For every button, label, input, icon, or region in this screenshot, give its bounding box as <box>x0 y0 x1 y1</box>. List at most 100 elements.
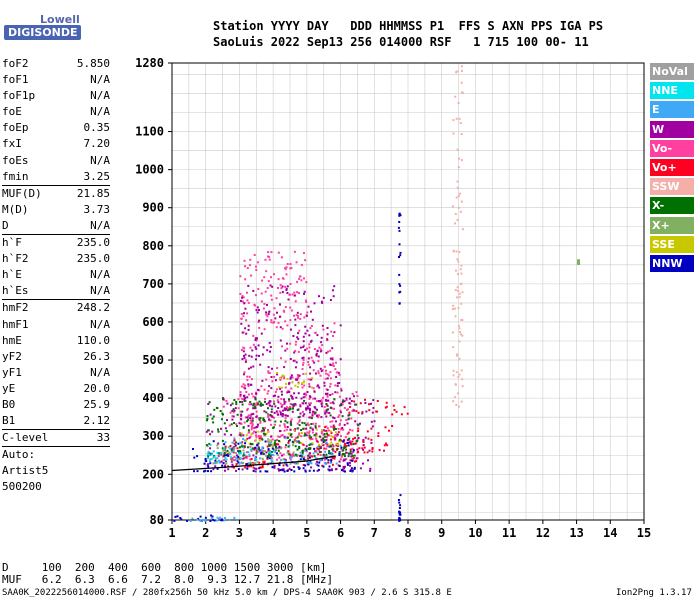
param-label: foE <box>2 105 22 119</box>
echo-point <box>329 385 331 388</box>
echo-point <box>334 434 337 436</box>
echo-point <box>315 372 317 375</box>
echo-point <box>214 457 217 460</box>
echo-point <box>252 334 255 337</box>
echo-point <box>296 385 299 388</box>
echo-point <box>454 212 457 215</box>
echo-point <box>258 439 261 442</box>
echo-point <box>319 454 322 456</box>
echo-point <box>329 357 332 360</box>
parameter-table: foF2 5.850 foF1 N/A foF1p N/A foE N/A foEp 0.35 fx… <box>2 56 110 496</box>
echo-point <box>278 469 280 472</box>
echo-point <box>338 454 341 456</box>
param-row: yF2 26.3 <box>2 349 110 365</box>
echo-point <box>310 417 313 420</box>
echo-point <box>265 378 268 381</box>
echo-point <box>251 426 253 429</box>
echo-point <box>329 394 332 396</box>
echo-point <box>457 405 460 408</box>
param-label: Auto: <box>2 448 36 462</box>
echo-point <box>296 462 299 465</box>
y-tick-label: 80 <box>150 513 164 527</box>
echo-point <box>250 274 253 277</box>
echo-point <box>293 454 296 457</box>
echo-point <box>309 396 312 399</box>
header-line-2: SaoLuis 2022 Sep13 256 014000 RSF 1 715 … <box>213 35 589 49</box>
echo-point <box>320 399 323 402</box>
echo-point <box>266 445 269 448</box>
echo-point <box>385 442 387 445</box>
x-tick-label: 15 <box>637 526 651 540</box>
echo-point <box>347 455 350 458</box>
echo-point <box>249 401 252 403</box>
echo-point <box>289 403 292 405</box>
x-tick-label: 12 <box>536 526 550 540</box>
echo-point <box>242 434 245 437</box>
echo-point <box>258 467 261 470</box>
echo-point <box>290 436 293 438</box>
echo-point <box>228 451 231 454</box>
echo-point <box>328 445 331 448</box>
param-label: h`F <box>2 236 22 250</box>
echo-point <box>297 375 300 378</box>
echo-point <box>320 439 323 442</box>
echo-point <box>267 255 269 258</box>
echo-point <box>349 428 351 431</box>
echo-point <box>281 413 284 415</box>
echo-point <box>377 432 380 435</box>
echo-point <box>222 462 225 465</box>
echo-point <box>304 395 307 398</box>
echo-point <box>324 399 327 401</box>
echo-point <box>339 419 342 422</box>
echo-point <box>331 453 334 456</box>
x-tick-label: 3 <box>236 526 243 540</box>
echo-point <box>247 451 250 454</box>
echo-point <box>239 441 242 444</box>
echo-point <box>228 424 231 427</box>
echo-point <box>314 411 317 414</box>
echo-point <box>347 431 350 434</box>
echo-point <box>310 386 313 389</box>
echo-point <box>298 419 301 422</box>
echo-point <box>385 401 388 404</box>
echo-point <box>277 287 279 289</box>
echo-point <box>321 301 324 304</box>
echo-point <box>350 452 353 455</box>
echo-point <box>273 375 276 378</box>
echo-point <box>266 456 269 459</box>
echo-point <box>328 443 331 446</box>
echo-point <box>454 222 456 225</box>
echo-point <box>241 296 244 299</box>
echo-point <box>229 453 232 455</box>
echo-point <box>209 453 212 456</box>
echo-point <box>263 388 266 391</box>
echo-point <box>269 440 271 442</box>
echo-point <box>322 328 325 331</box>
echo-point <box>455 296 458 299</box>
param-row: h`Es N/A <box>2 283 110 299</box>
echo-point <box>279 469 282 472</box>
echo-point <box>237 450 240 453</box>
echo-point <box>336 391 339 394</box>
echo-point <box>300 279 303 282</box>
echo-point <box>346 433 349 435</box>
echo-point <box>216 407 219 410</box>
echo-point <box>309 402 312 405</box>
echo-point <box>252 395 255 398</box>
echo-point <box>251 447 254 450</box>
echo-point <box>327 429 330 432</box>
echo-point <box>321 405 323 408</box>
echo-point <box>311 438 314 441</box>
echo-point <box>452 304 455 307</box>
echo-point <box>249 435 252 438</box>
echo-point <box>343 443 346 446</box>
echo-point <box>351 469 354 472</box>
echo-point <box>337 443 340 446</box>
echo-point <box>267 431 270 434</box>
echo-point <box>294 462 297 465</box>
echo-point <box>345 419 348 421</box>
param-label: D <box>2 218 9 232</box>
echo-point <box>255 265 257 268</box>
echo-point <box>241 403 244 406</box>
echo-point <box>214 459 217 462</box>
